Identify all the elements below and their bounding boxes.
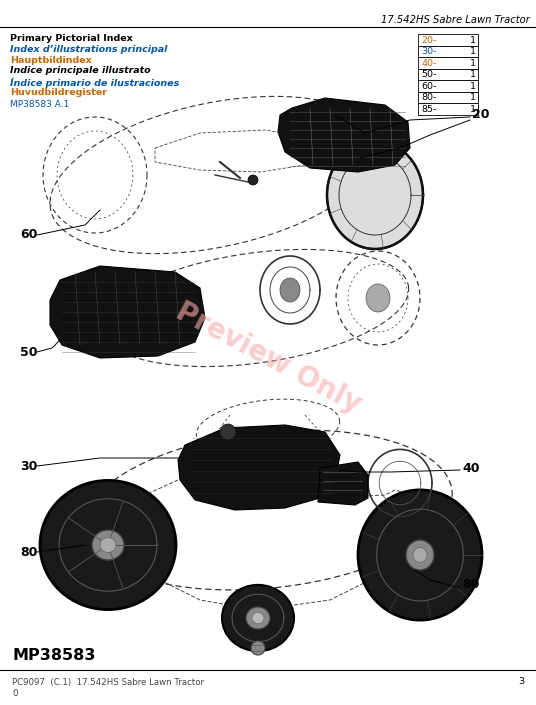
Ellipse shape — [252, 613, 264, 623]
Text: MP38583 A.1: MP38583 A.1 — [10, 100, 69, 109]
Bar — [418, 80, 478, 92]
Bar — [418, 68, 478, 80]
Text: 1: 1 — [470, 93, 476, 102]
Polygon shape — [278, 98, 410, 172]
Text: Huvudbildregister: Huvudbildregister — [10, 88, 107, 97]
Text: Primary Pictorial Index: Primary Pictorial Index — [10, 34, 133, 43]
Text: 1: 1 — [470, 82, 476, 91]
Ellipse shape — [366, 284, 390, 312]
Text: 40: 40 — [462, 462, 480, 474]
Text: 20-: 20- — [421, 36, 436, 44]
Ellipse shape — [222, 585, 294, 651]
Bar — [418, 46, 478, 57]
Text: 17.542HS Sabre Lawn Tractor: 17.542HS Sabre Lawn Tractor — [381, 15, 530, 25]
Circle shape — [220, 424, 236, 440]
Text: 1: 1 — [470, 47, 476, 56]
Bar — [418, 92, 478, 103]
Circle shape — [251, 641, 265, 655]
Text: Index d’illustrations principal: Index d’illustrations principal — [10, 45, 167, 54]
Text: 50-: 50- — [421, 70, 436, 79]
Text: Índice primario de ilustraciones: Índice primario de ilustraciones — [10, 78, 179, 87]
Polygon shape — [50, 266, 205, 358]
Bar — [418, 34, 478, 46]
Text: PC9097  (C.1)  17.542HS Sabre Lawn Tractor: PC9097 (C.1) 17.542HS Sabre Lawn Tractor — [12, 678, 204, 687]
Text: 1: 1 — [470, 70, 476, 79]
Bar — [418, 103, 478, 114]
Ellipse shape — [92, 530, 124, 560]
Ellipse shape — [280, 278, 300, 302]
Text: Hauptbildindex: Hauptbildindex — [10, 56, 92, 65]
Bar — [418, 57, 478, 68]
Text: 85-: 85- — [421, 105, 436, 114]
Text: MP38583: MP38583 — [12, 649, 95, 663]
Ellipse shape — [413, 548, 427, 563]
Text: 80: 80 — [462, 579, 479, 591]
Text: 0: 0 — [12, 689, 18, 699]
Text: 3: 3 — [518, 678, 524, 687]
Text: Indice principale illustrato: Indice principale illustrato — [10, 66, 151, 75]
Text: 1: 1 — [470, 59, 476, 68]
Text: 80-: 80- — [421, 93, 436, 102]
Text: 50: 50 — [20, 345, 38, 359]
Polygon shape — [318, 462, 368, 505]
Text: 1: 1 — [470, 105, 476, 114]
Text: 30-: 30- — [421, 47, 436, 56]
Ellipse shape — [246, 607, 270, 629]
Ellipse shape — [100, 537, 116, 553]
Ellipse shape — [40, 480, 176, 610]
Text: 40-: 40- — [421, 59, 436, 68]
Ellipse shape — [327, 141, 423, 249]
Text: 1: 1 — [470, 36, 476, 44]
Text: 20: 20 — [472, 109, 489, 121]
Polygon shape — [155, 130, 310, 172]
Text: 30: 30 — [20, 460, 38, 472]
Polygon shape — [178, 425, 340, 510]
Ellipse shape — [406, 540, 434, 570]
Text: 60-: 60- — [421, 82, 436, 91]
Text: 80: 80 — [20, 546, 38, 558]
Text: Preview Only: Preview Only — [170, 298, 366, 419]
Ellipse shape — [358, 490, 482, 620]
Text: 60: 60 — [20, 228, 38, 242]
Circle shape — [248, 175, 258, 185]
